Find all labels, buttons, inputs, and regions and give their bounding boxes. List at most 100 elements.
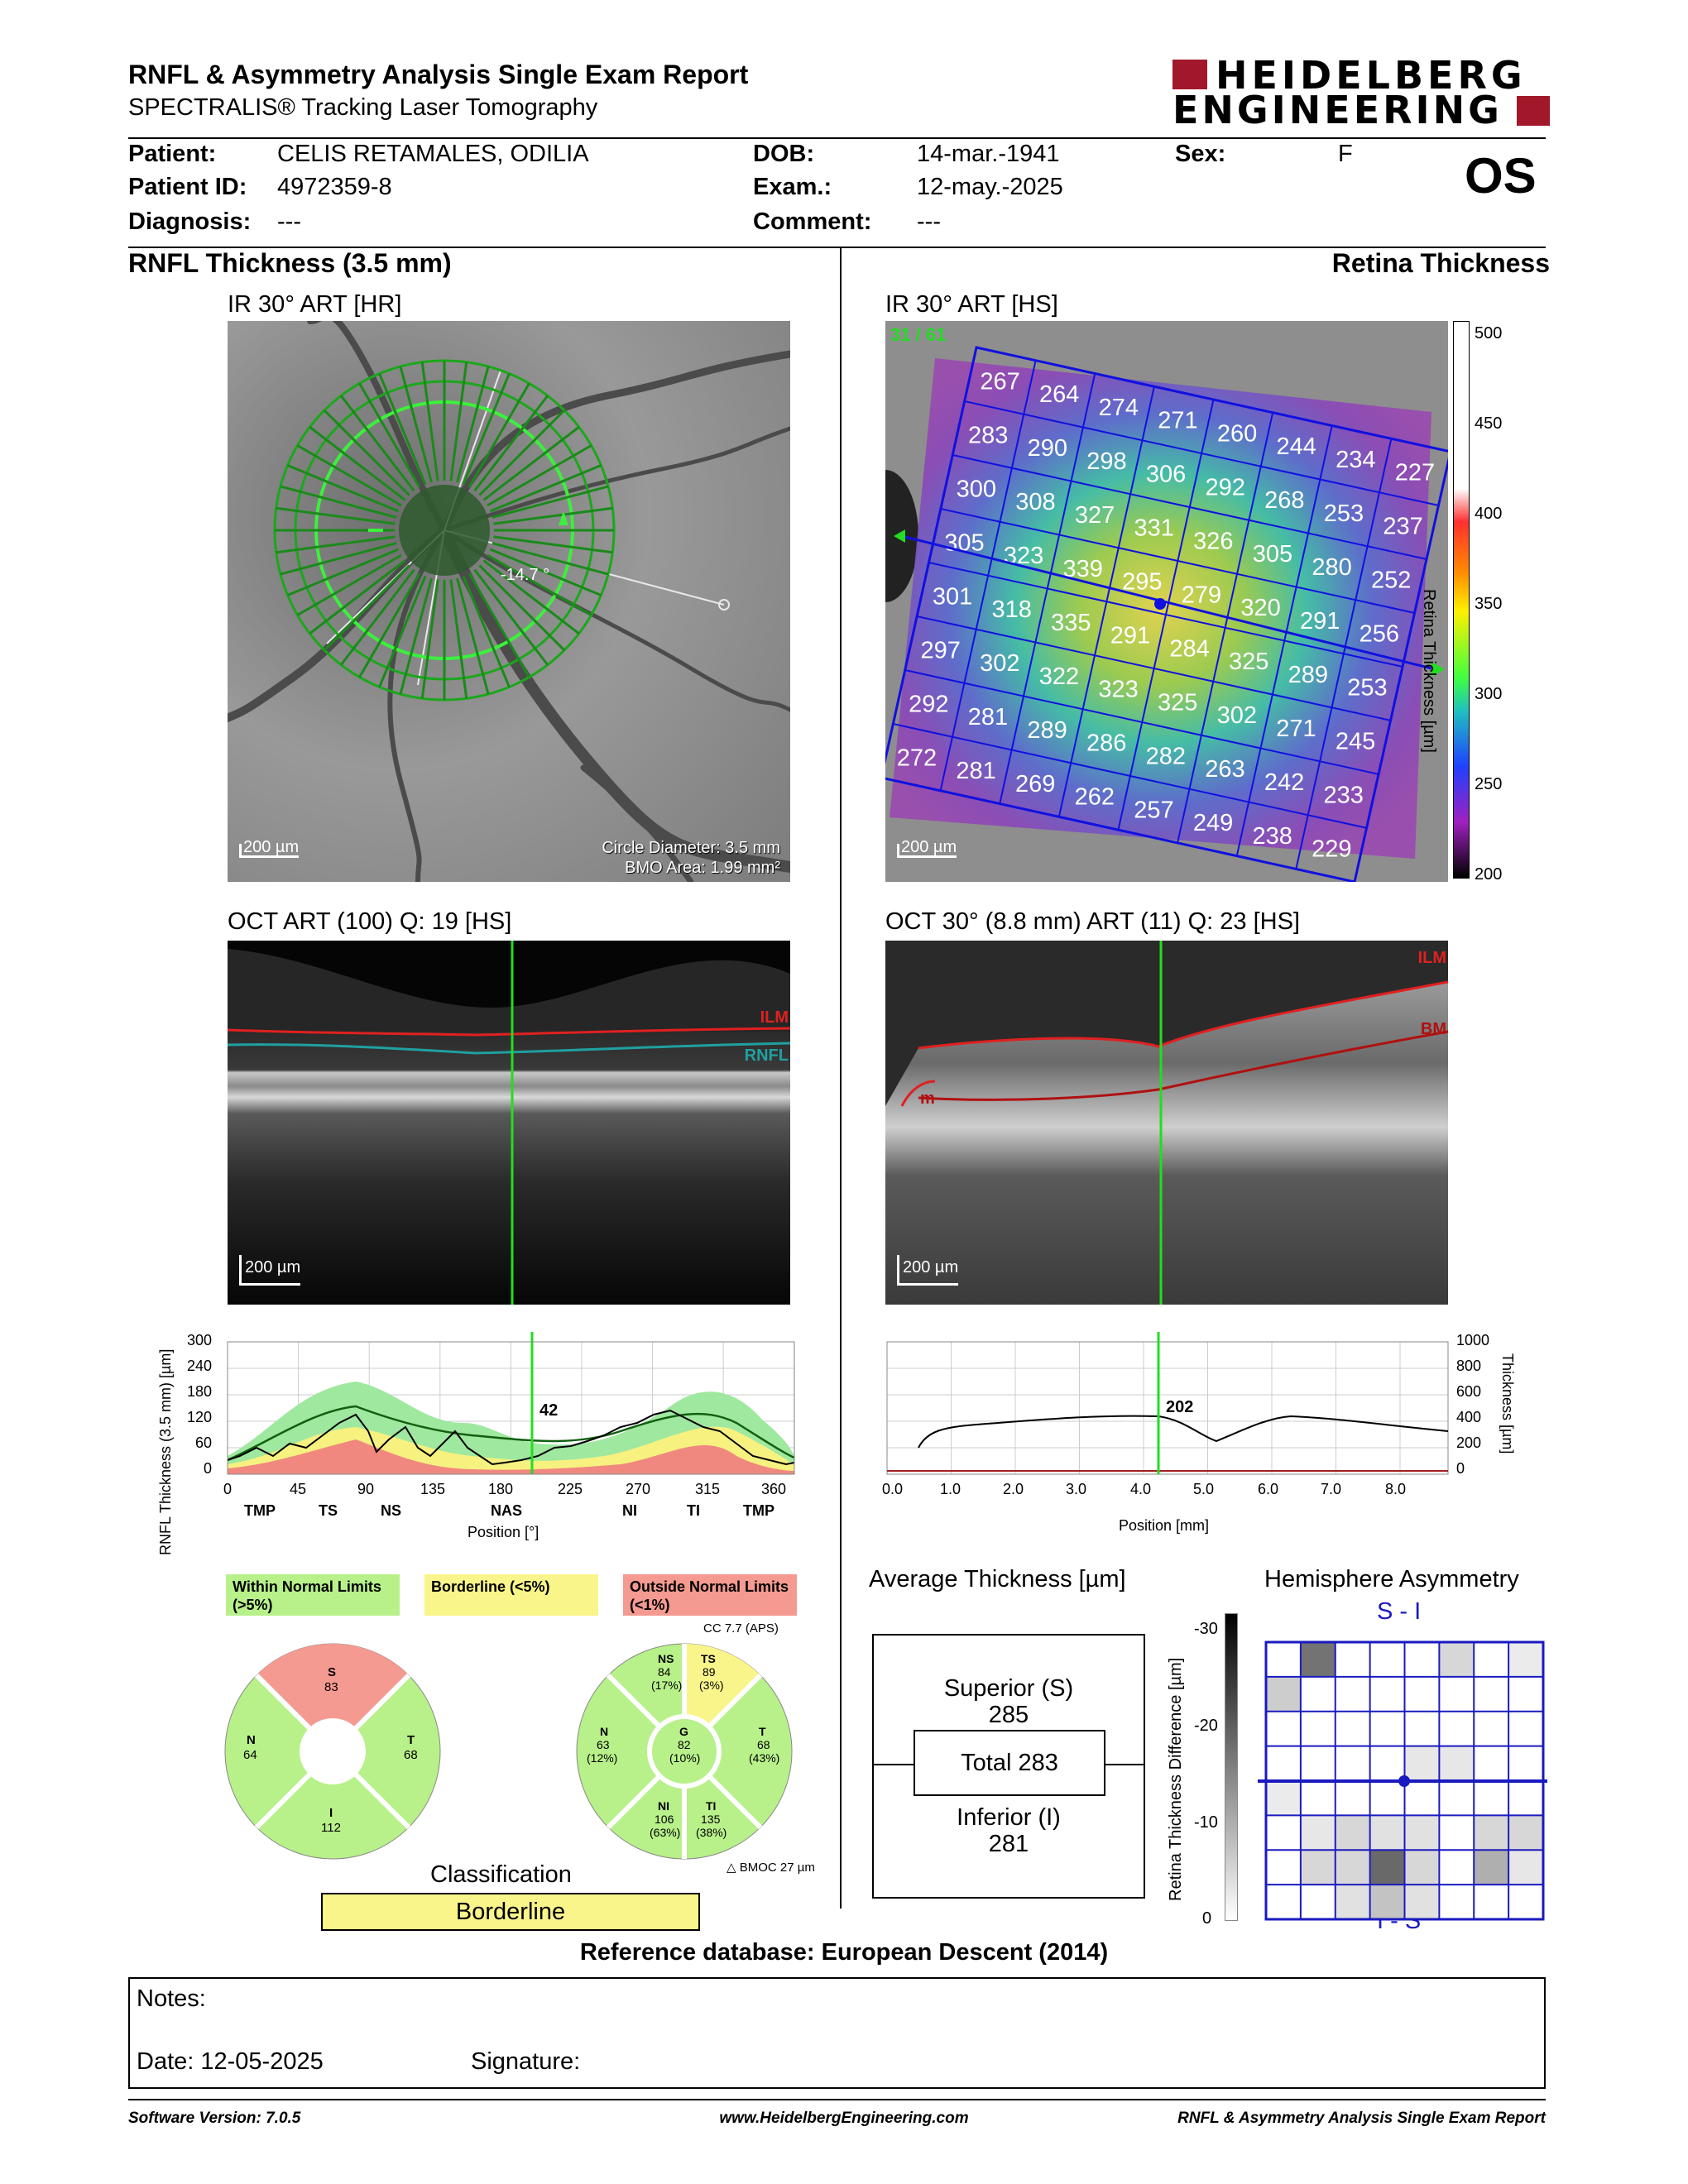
grid-value: 263: [1205, 756, 1244, 783]
right-ir-retina-map[interactable]: 267 264 274 271 260 244 234 227 283 290 298 306 292 2…: [885, 321, 1448, 882]
scan-spoke: [399, 577, 433, 695]
retina-marker-value: 202: [1166, 1398, 1194, 1416]
scan-spoke: [323, 409, 410, 496]
grid-value: 326: [1193, 528, 1233, 554]
grid-value: 322: [1039, 663, 1079, 690]
rnfl-xlabel: Position [°]: [468, 1524, 539, 1540]
grid-value: 289: [1288, 662, 1328, 688]
grid-value: 291: [1110, 623, 1150, 649]
scan-spoke: [340, 568, 415, 666]
asymmetry-cell: [1508, 1850, 1543, 1885]
asymmetry-cell: [1508, 1711, 1543, 1746]
grid-line: [1235, 425, 1333, 856]
footer-report-name: RNFL & Asymmetry Analysis Single Exam Re…: [1177, 2110, 1546, 2127]
retina-xtick: 8.0: [1385, 1481, 1407, 1497]
colorbar-tick: 350: [1475, 595, 1503, 613]
asymmetry-cell: [1300, 1885, 1336, 1919]
grid-value: 323: [1098, 677, 1138, 703]
retina-thickness-chart: 202 1000 800 600 400 200 0 Thickness [µm…: [882, 1332, 1547, 1547]
left-ir-fundus-image[interactable]: -14.7 ° 200 µm Circle Diameter: 3.5 mm B…: [228, 321, 790, 882]
grid-value: 256: [1360, 621, 1399, 648]
grid-value: 301: [933, 583, 972, 610]
scan-spoke: [378, 373, 427, 486]
retina-ylabel: Thickness [µm]: [1499, 1353, 1516, 1454]
asymmetry-cell: [1474, 1746, 1509, 1781]
scan-spoke: [473, 568, 549, 666]
rnfl-xtick: 270: [626, 1481, 651, 1497]
m-label: m: [920, 1090, 935, 1108]
asymmetry-cell: [1508, 1815, 1543, 1851]
retina-colorbar: [1453, 321, 1470, 879]
asymmetry-cell: [1474, 1676, 1509, 1712]
asymmetry-scale-label: Retina Thickness Difference [µm]: [1167, 1657, 1185, 1901]
grid-value: 308: [1015, 489, 1055, 515]
asymmetry-cell: [1404, 1815, 1440, 1851]
asymmetry-cell: [1404, 1642, 1440, 1677]
grid-value: 291: [1300, 608, 1340, 635]
asymmetry-cell: [1369, 1711, 1405, 1746]
rnfl-xtick: 135: [420, 1481, 446, 1497]
scan-spoke: [482, 426, 580, 501]
comment-label: Comment:: [753, 208, 872, 235]
grid-value: 245: [1336, 729, 1375, 755]
grid-value: 237: [1383, 514, 1422, 540]
rnfl-sector-label: TMP: [743, 1502, 774, 1519]
right-ilm-label: ILM: [1417, 949, 1446, 967]
asymmetry-cell: [1300, 1850, 1336, 1885]
left-oct-bscan[interactable]: ILM RNFL 200 µm: [228, 941, 790, 1305]
footer-url[interactable]: www.HeidelbergEngineering.com: [719, 2110, 969, 2127]
sector-t-label: T: [759, 1725, 766, 1738]
classification-label: Classification: [430, 1861, 572, 1888]
grid-value: 327: [1075, 502, 1115, 529]
grid-value: 300: [957, 476, 996, 502]
retina-xtick: 7.0: [1321, 1481, 1342, 1497]
rnfl-xtick: 45: [290, 1481, 307, 1497]
asymmetry-cell: [1300, 1642, 1336, 1677]
scan-spoke: [482, 559, 580, 635]
retina-xtick: 0.0: [882, 1481, 904, 1497]
scan-spoke: [276, 535, 396, 554]
patient-id: 4972359-8: [277, 174, 392, 200]
grid-value: 306: [1146, 462, 1186, 488]
asymmetry-cell: [1404, 1780, 1440, 1816]
avg-inferior-value: 281: [988, 1831, 1029, 1857]
asymmetry-title: Hemisphere Asymmetry: [1264, 1566, 1519, 1592]
signature-label: Signature:: [471, 2048, 581, 2075]
grid-value: 252: [1371, 568, 1411, 594]
retina-xtick: 2.0: [1003, 1481, 1024, 1497]
grid-value: 262: [1075, 784, 1115, 811]
left-oct-title: OCT ART (100) Q: 19 [HS]: [228, 908, 512, 935]
sector-ti-label: TI: [706, 1799, 717, 1813]
scan-spoke: [378, 575, 427, 687]
legend-outside: Outside Normal Limits (<1%): [623, 1574, 797, 1616]
colorbar-label: Retina Thickness [µm]: [1420, 589, 1438, 753]
sex-label: Sex:: [1175, 141, 1226, 167]
asymmetry-cell: [1266, 1885, 1301, 1919]
circle-diameter-label: Circle Diameter: 3.5 mm: [602, 839, 780, 857]
retina-xtick: 5.0: [1193, 1481, 1215, 1497]
asymmetry-cell: [1266, 1676, 1301, 1712]
right-oct-bscan[interactable]: ILM BM m 200 µm: [885, 941, 1448, 1305]
avg-thickness-title: Average Thickness [µm]: [869, 1566, 1126, 1592]
right-oct-scale: 200 µm: [897, 1255, 959, 1286]
scan-spoke: [280, 542, 397, 576]
sector-ni-pct: (63%): [650, 1826, 681, 1839]
asymmetry-cell: [1404, 1676, 1440, 1712]
grid-value: 242: [1264, 769, 1304, 796]
asymmetry-cell: [1508, 1780, 1543, 1816]
scan-spoke: [478, 409, 566, 496]
asymmetry-cell: [1300, 1815, 1336, 1851]
retina-ytick: 400: [1456, 1409, 1482, 1425]
grid-value: 323: [1004, 543, 1043, 569]
grid-value: 272: [897, 745, 937, 771]
quad-i-label: I: [329, 1806, 333, 1820]
left-oct-scale: 200 µm: [239, 1255, 301, 1286]
scan-spoke: [462, 373, 511, 486]
asymmetry-cell: [1474, 1780, 1509, 1816]
asymmetry-grid[interactable]: [1258, 1634, 1547, 1923]
quad-i-value: 112: [321, 1821, 341, 1835]
rnfl-thickness-chart: 42 300 240 180 120 60 0 0 45 90 135 180 …: [157, 1332, 811, 1559]
quad-t-value: 68: [404, 1748, 418, 1762]
notes-box[interactable]: Notes: Date: 12-05-2025 Signature:: [128, 1977, 1546, 2089]
grid-value: 281: [956, 758, 995, 784]
